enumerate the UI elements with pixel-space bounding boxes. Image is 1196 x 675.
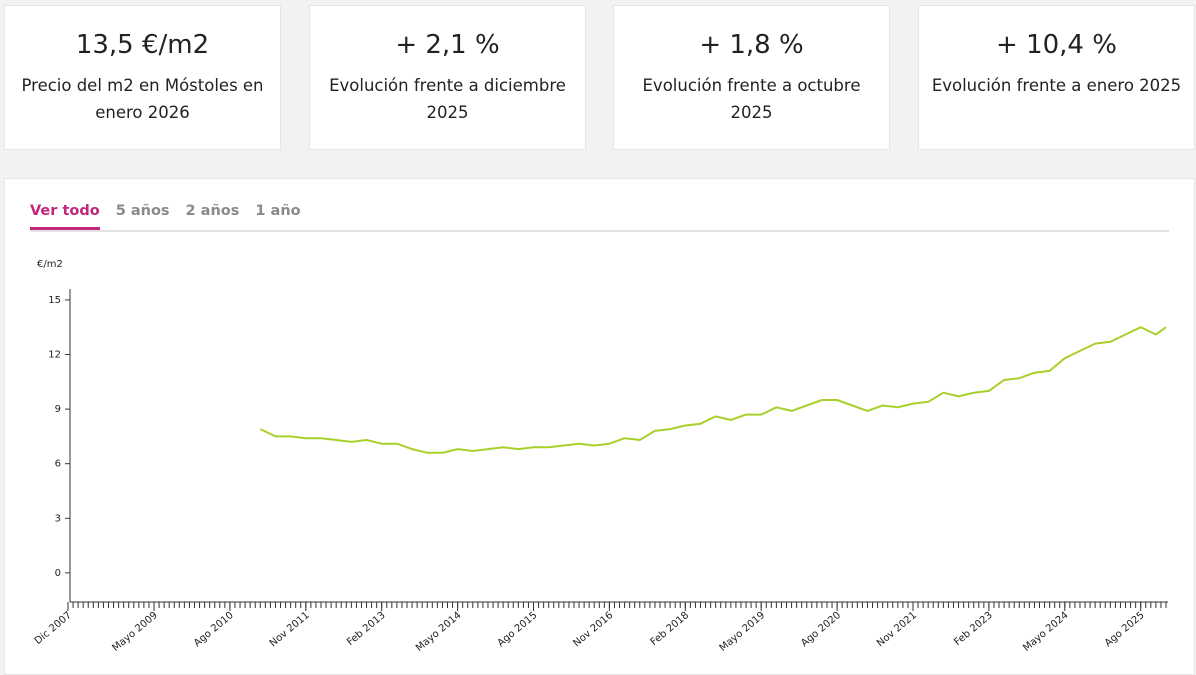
x-tick-label: Feb 2023 [952, 610, 995, 648]
x-tick-label: Ago 2015 [496, 610, 540, 649]
x-tick-label: Feb 2013 [345, 610, 388, 648]
y-axis-label: €/m2 [37, 259, 63, 270]
tab[interactable]: 5 años [115, 203, 170, 219]
tab[interactable]: 2 años [185, 203, 240, 219]
stat-value: + 1,8 % [699, 30, 804, 60]
x-tick-label: Ago 2020 [799, 610, 843, 649]
tab-rule [30, 230, 1169, 232]
y-tick-label: 3 [55, 513, 61, 524]
stat-card: + 1,8 % Evolución frente a octubre 2025 [613, 5, 890, 150]
x-tick-label: Ago 2010 [192, 610, 236, 649]
stat-value: 13,5 €/m2 [75, 30, 210, 60]
stat-label: Precio del m2 en Móstoles en enero 2026 [21, 76, 264, 122]
x-tick-label: Feb 2018 [649, 610, 692, 648]
y-tick-label: 0 [55, 568, 61, 579]
x-tick-label: Mayo 2024 [1021, 610, 1071, 654]
x-tick-label: Dic 2007 [33, 610, 74, 647]
y-tick-label: 9 [55, 404, 61, 415]
y-tick-label: 15 [48, 295, 61, 306]
stat-value: + 2,1 % [395, 30, 500, 60]
x-tick-label: Nov 2011 [268, 610, 312, 649]
x-tick-label: Nov 2016 [571, 610, 615, 649]
stat-card: 13,5 €/m2 Precio del m2 en Móstoles en en… [4, 5, 281, 150]
x-tick-label: Mayo 2009 [110, 610, 160, 654]
stat-label: Evolución frente a octubre 2025 [642, 76, 861, 122]
x-tick-label: Ago 2025 [1103, 610, 1147, 649]
stat-label: Evolución frente a diciembre 2025 [329, 76, 566, 122]
y-tick-label: 12 [48, 350, 61, 361]
tab[interactable]: 1 año [255, 203, 301, 219]
stat-card: + 10,4 % Evolución frente a enero 2025 [918, 5, 1195, 150]
x-tick-label: Mayo 2014 [414, 610, 464, 654]
tabs: Ver todo 5 años 2 años 1 año [30, 203, 301, 230]
stat-value: + 10,4 % [996, 30, 1117, 60]
line [259, 326, 1167, 454]
y-tick-label: 6 [55, 459, 61, 470]
stat-card: + 2,1 % Evolución frente a diciembre 2025 [309, 5, 586, 150]
tab[interactable]: Ver todo [30, 203, 100, 230]
x-tick-label: Nov 2021 [875, 610, 919, 649]
x-tick-label: Mayo 2019 [718, 610, 768, 654]
stat-label: Evolución frente a enero 2025 [931, 76, 1182, 95]
